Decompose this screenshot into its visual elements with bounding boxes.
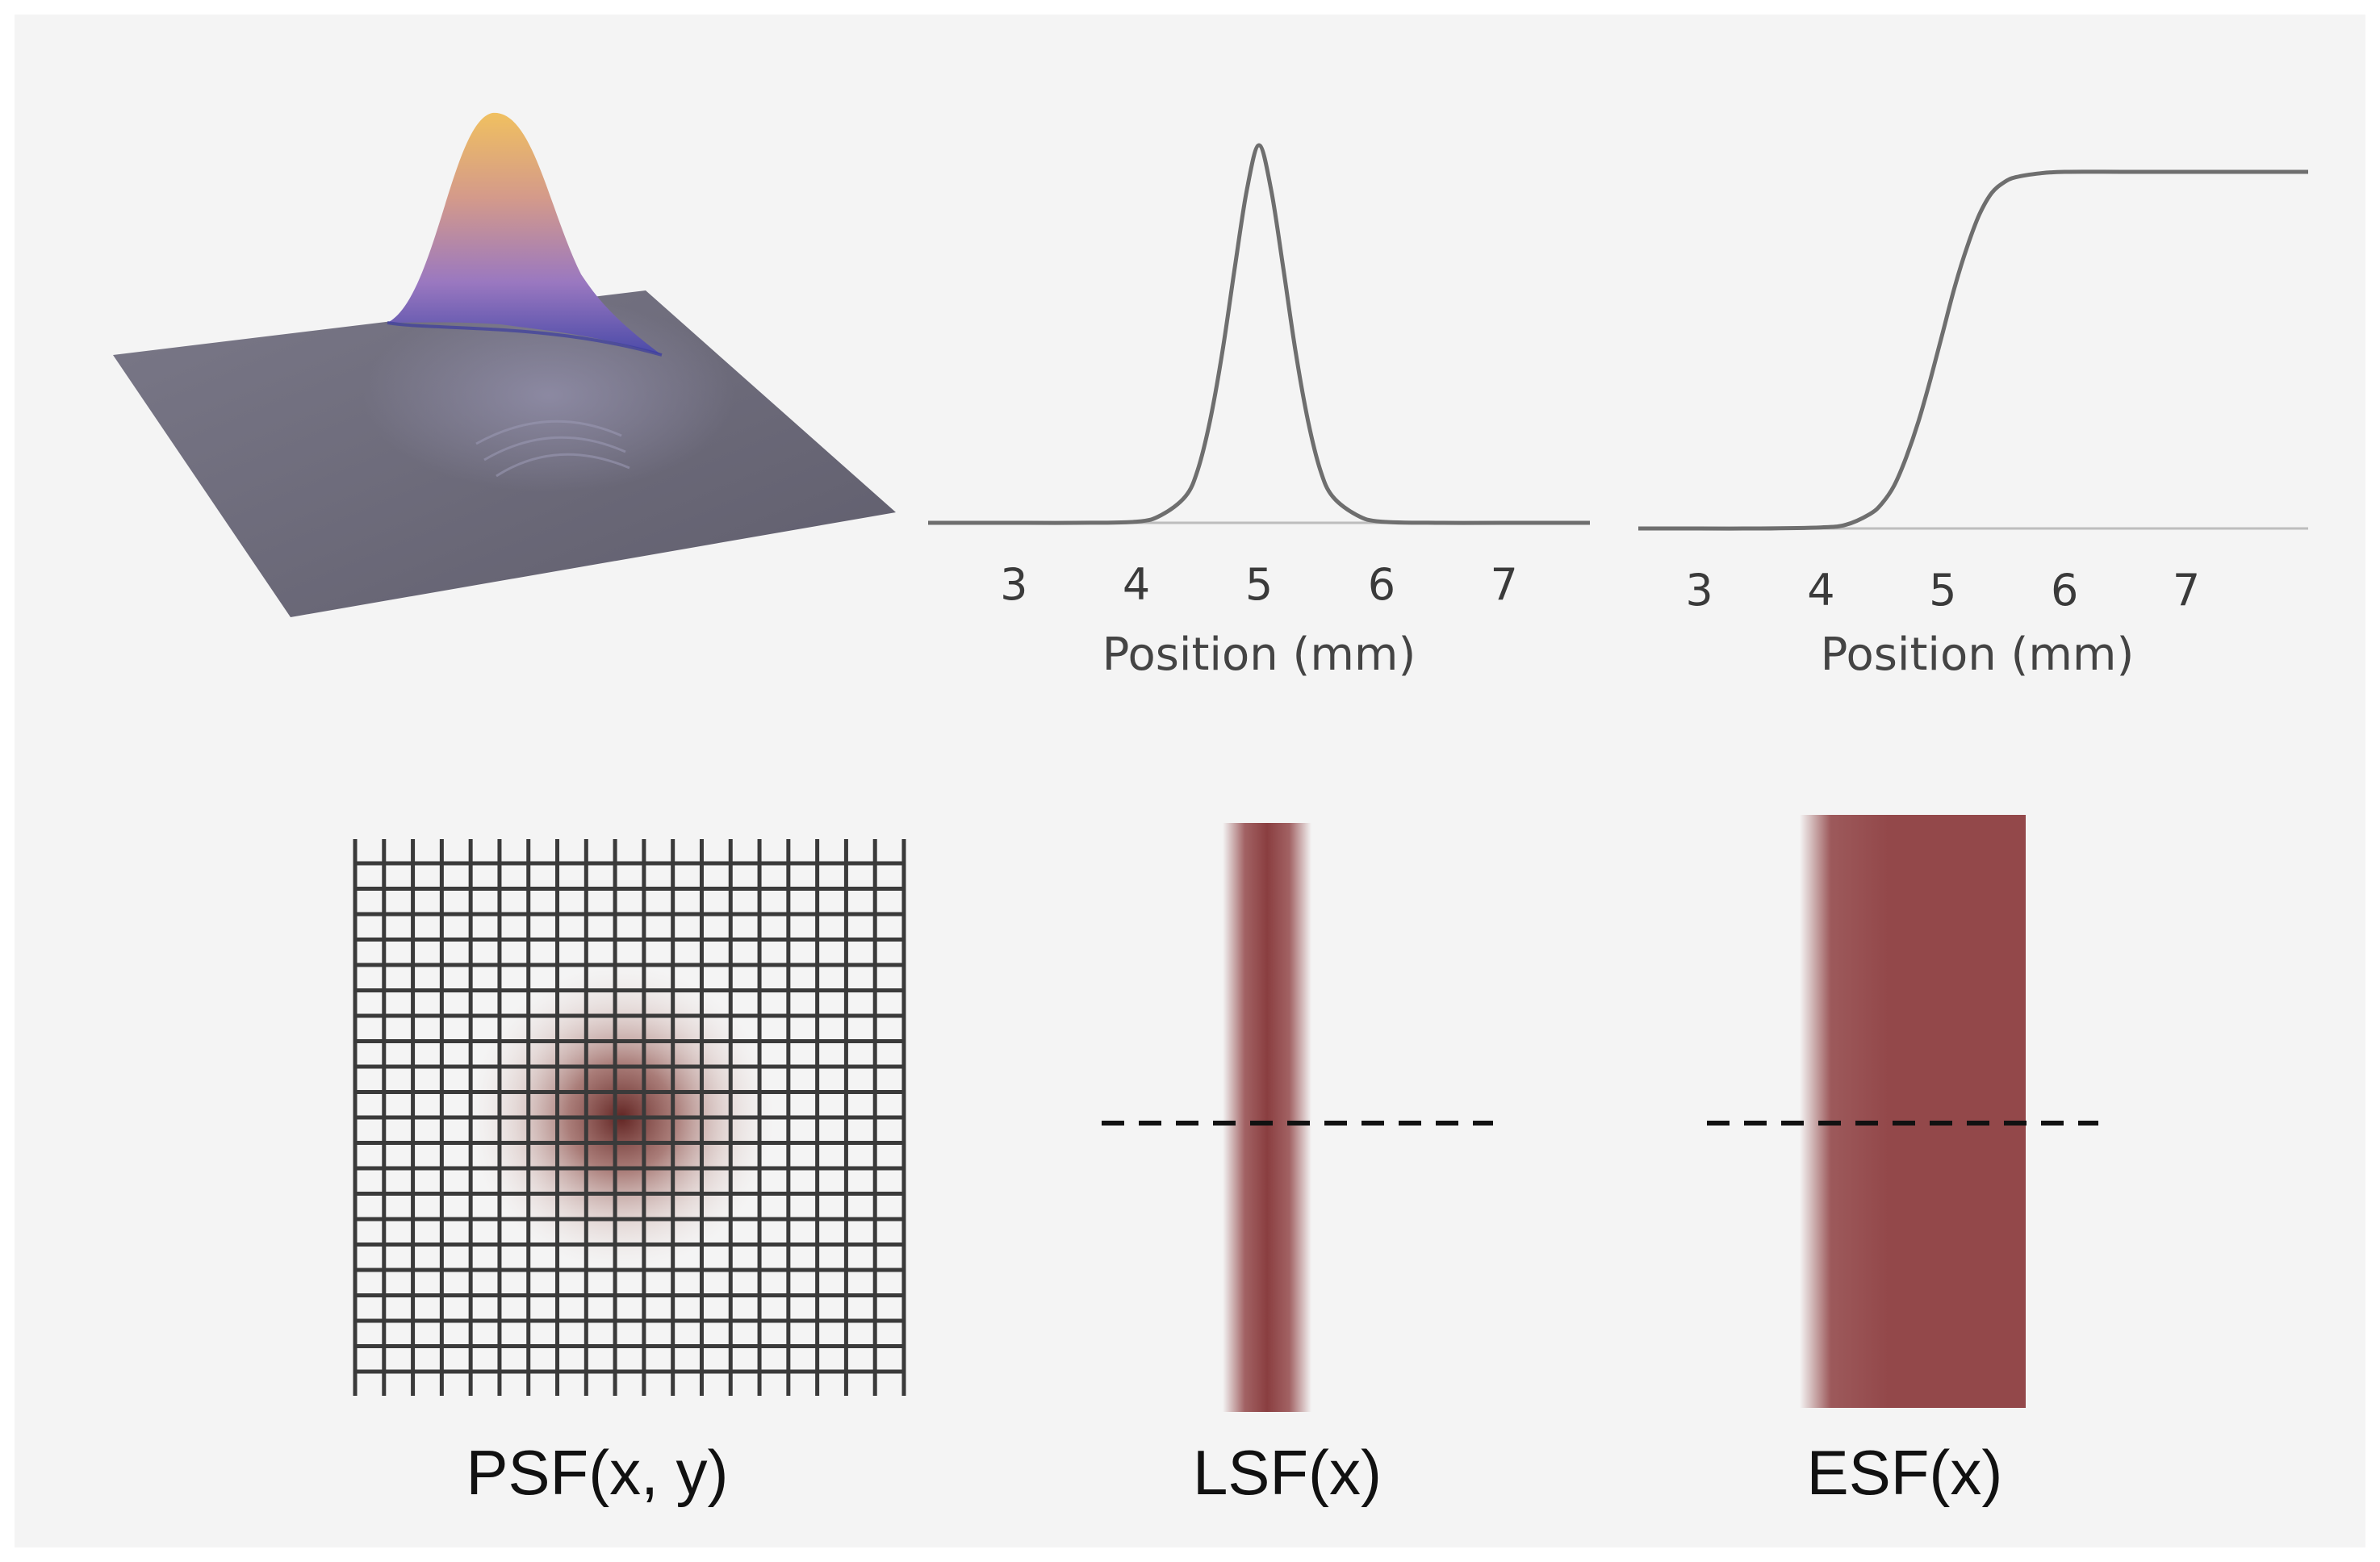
surface-peak bbox=[387, 112, 662, 355]
esf-profile-tick-label: 7 bbox=[2173, 565, 2200, 616]
esf-x-axis-title: Position (mm) bbox=[1821, 629, 2135, 681]
surface-ripples bbox=[475, 420, 630, 478]
psf-3d-surface bbox=[113, 112, 896, 617]
lsf-line-chart: 3 4 5 6 7 Position (mm) bbox=[928, 143, 1590, 681]
esf-profile-tick-label: 6 bbox=[2051, 565, 2078, 616]
esf-profile-tick-label: 3 bbox=[1685, 565, 1713, 616]
lsf-x-axis-title: Position (mm) bbox=[1102, 629, 1416, 681]
esf-line-chart: 3 4 5 6 7 Position (mm) bbox=[1638, 169, 2308, 681]
psf-grid-image bbox=[353, 839, 906, 1396]
esf-profile-tick-label: 4 bbox=[1807, 565, 1834, 616]
esf-edge-block bbox=[1889, 815, 2026, 1408]
psf-grid-lines bbox=[353, 839, 906, 1396]
lsf-profile-tick-label: 3 bbox=[1000, 559, 1027, 610]
esf-edge-blur bbox=[1800, 815, 1889, 1408]
lsf-profile-tick-label: 5 bbox=[1245, 559, 1273, 610]
esf-profile-tick-label: 5 bbox=[1929, 565, 1956, 616]
lsf-profile-tick-label: 7 bbox=[1491, 559, 1518, 610]
lsf-caption: LSF(x) bbox=[1193, 1437, 1382, 1508]
lsf-stripe-image bbox=[1102, 823, 1493, 1412]
esf-caption: ESF(x) bbox=[1806, 1437, 2003, 1508]
lsf-curve bbox=[928, 143, 1590, 525]
lsf-profile-tick-label: 6 bbox=[1368, 559, 1395, 610]
psf-caption: PSF(x, y) bbox=[466, 1437, 729, 1508]
esf-curve bbox=[1638, 169, 2308, 531]
esf-edge-image bbox=[1707, 815, 2098, 1408]
lsf-stripe bbox=[1223, 823, 1311, 1412]
lsf-profile-tick-label: 4 bbox=[1123, 559, 1150, 610]
